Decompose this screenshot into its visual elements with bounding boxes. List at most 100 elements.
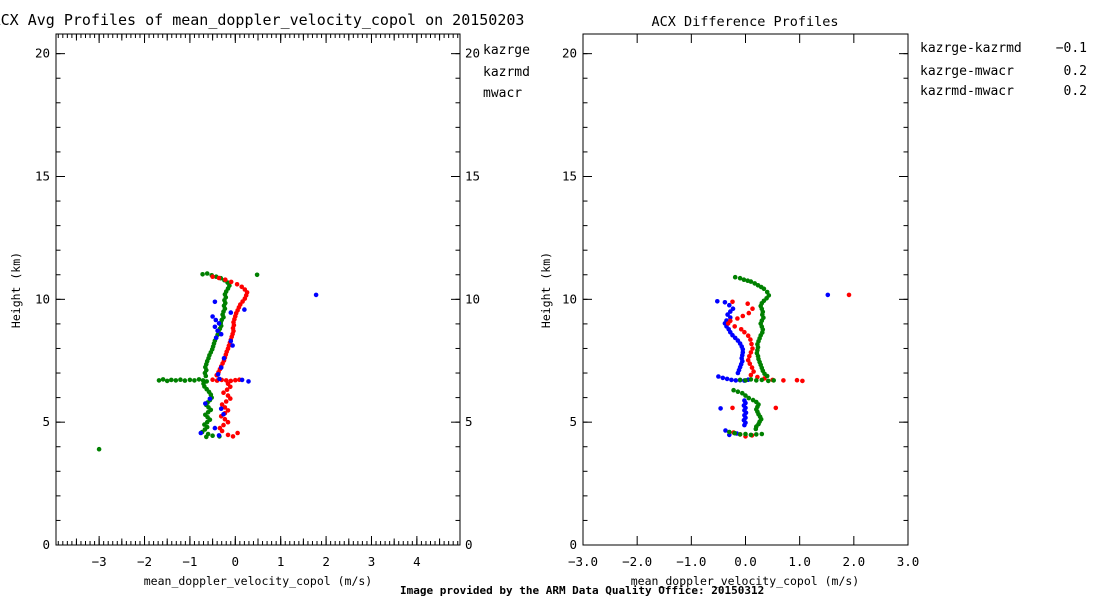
data-point <box>725 312 730 317</box>
legend-value-kazrge-kazrmd: −0.1 <box>1056 41 1087 56</box>
data-point <box>218 406 224 412</box>
data-point <box>764 373 770 379</box>
data-point <box>204 379 209 384</box>
data-point <box>748 279 754 284</box>
data-point <box>218 365 224 370</box>
y-tick-label: 20 <box>562 46 577 61</box>
data-point <box>745 333 751 339</box>
data-point <box>160 377 166 382</box>
left-y-axis-label: Height (km) <box>9 252 23 328</box>
y-tick-label-right: 0 <box>465 537 473 552</box>
y-tick-label: 15 <box>562 168 577 183</box>
data-point <box>222 416 228 422</box>
series-kazrge <box>198 292 319 438</box>
data-point <box>213 335 219 341</box>
data-point <box>747 354 752 359</box>
data-point <box>753 426 759 432</box>
data-point <box>738 327 744 332</box>
data-point <box>716 374 721 379</box>
x-tick-label: 0.0 <box>734 554 757 569</box>
data-point <box>751 369 756 374</box>
y-tick-label: 0 <box>569 537 577 552</box>
data-point <box>727 302 732 308</box>
data-point <box>743 393 748 398</box>
data-point <box>210 314 215 319</box>
data-point <box>742 422 747 428</box>
data-point <box>735 370 741 376</box>
data-point <box>233 377 238 383</box>
data-point <box>210 377 215 383</box>
data-point <box>748 337 753 342</box>
data-point <box>729 377 734 383</box>
data-point <box>169 377 174 383</box>
data-point <box>230 343 235 348</box>
data-point <box>210 433 215 439</box>
data-point <box>228 378 234 384</box>
series-kazrmd <box>210 274 250 439</box>
series-kazrmd-mwacr <box>727 274 776 438</box>
data-point <box>96 446 102 452</box>
series-kazrge-kazrmd <box>715 292 831 438</box>
data-point <box>735 316 740 321</box>
plot-border <box>55 33 461 546</box>
data-point <box>742 329 747 335</box>
data-point <box>204 271 210 276</box>
data-point <box>750 346 755 351</box>
left-panel-legend: kazrge kazrmd mwacr <box>483 43 530 101</box>
data-point <box>766 378 771 384</box>
y-tick-label: 15 <box>35 168 50 183</box>
data-point <box>724 376 730 382</box>
difference-profiles-panel: −3.0 −2.0 −1.0 0.0 1.0 2.0 3.0 0 5 10 15 20 <box>562 33 919 569</box>
data-point <box>239 284 244 290</box>
y-tick-label: 5 <box>569 414 577 429</box>
x-tick-label: 2.0 <box>843 554 866 569</box>
x-tick-label: 2 <box>322 554 330 569</box>
legend-value-kazrge-mwacr: 0.2 <box>1064 64 1087 79</box>
data-point <box>771 378 776 383</box>
data-point <box>224 387 230 393</box>
data-point <box>203 373 209 379</box>
data-point <box>730 405 735 411</box>
data-point <box>740 313 746 319</box>
x-tick-label: −1.0 <box>676 554 706 569</box>
data-point <box>216 433 222 438</box>
data-point <box>749 341 754 347</box>
data-point <box>221 422 226 428</box>
data-point <box>223 378 229 383</box>
x-tick-label: 4 <box>413 554 421 569</box>
data-point <box>200 378 206 383</box>
data-point <box>732 324 737 329</box>
data-point <box>235 430 240 436</box>
data-point <box>750 306 755 312</box>
legend-label-mwacr: mwacr <box>483 86 522 101</box>
legend-label-kazrmd-mwacr: kazrmd-mwacr <box>920 84 1014 99</box>
data-point <box>213 317 219 323</box>
data-point <box>221 412 226 417</box>
data-point <box>737 432 743 437</box>
data-point <box>743 431 748 437</box>
data-point <box>728 315 733 320</box>
data-point <box>242 307 247 312</box>
data-point <box>741 277 747 283</box>
data-point <box>846 292 852 298</box>
data-point <box>754 432 759 437</box>
data-point <box>759 431 765 437</box>
data-point <box>725 321 731 326</box>
data-point <box>234 282 240 287</box>
data-point <box>733 378 739 383</box>
data-point <box>718 406 723 411</box>
data-point <box>223 399 229 404</box>
data-point <box>746 310 752 316</box>
data-point <box>164 378 170 384</box>
y-tick-label-right: 10 <box>465 291 480 306</box>
data-point <box>216 275 222 281</box>
y-tick-label: 10 <box>35 291 50 306</box>
data-point <box>728 309 733 314</box>
x-tick-label: −2 <box>137 554 152 569</box>
data-point <box>225 419 231 425</box>
data-point <box>225 432 231 438</box>
data-point <box>781 378 786 383</box>
data-point <box>225 408 231 413</box>
